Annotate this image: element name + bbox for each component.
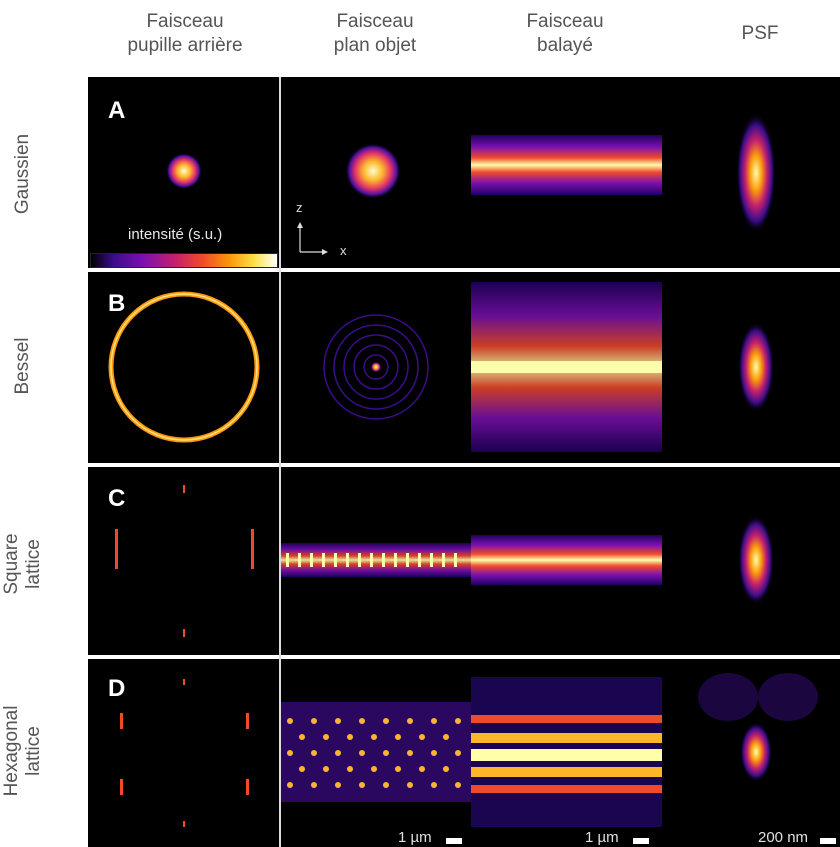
axis-label-x: x — [340, 243, 347, 258]
colorbar — [90, 253, 278, 268]
square-psf — [738, 515, 774, 605]
row-label-square-lattice: Square lattice — [1, 533, 44, 595]
square-object-dots — [286, 553, 457, 567]
row-label-gaussian: Gaussien — [12, 133, 33, 215]
row-separator-bc — [88, 463, 840, 467]
scalebar-scanned — [633, 838, 649, 844]
bessel-psf — [738, 322, 774, 412]
hexagonal-object-dots — [287, 718, 461, 788]
hexagonal-pupil-spots — [120, 679, 249, 827]
hexagonal-psf-sidelobe-left — [698, 673, 758, 721]
gaussian-psf — [736, 113, 776, 233]
colorbar-label: intensité (s.u.) — [128, 226, 223, 243]
row-label-hexagonal-lattice: Hexagonal lattice — [1, 705, 44, 797]
column-header-scanned: Faisceau balayé — [526, 11, 604, 56]
hexagonal-psf — [740, 722, 772, 782]
axes-arrows — [297, 222, 328, 255]
panel-letter-d: D — [108, 675, 126, 702]
hexagonal-psf-sidelobe-right — [758, 673, 818, 721]
figure-grid: A B C D — [88, 77, 840, 847]
column-header-pupil: Faisceau pupille arrière — [127, 11, 243, 56]
hexagonal-scanned-beam — [471, 677, 662, 827]
panel-letter-b: B — [108, 290, 126, 317]
scalebar-object — [446, 838, 462, 844]
row-a-panels — [166, 113, 776, 233]
row-label-bessel: Bessel — [12, 337, 33, 395]
figure-canvas — [108, 113, 818, 827]
scalebar-label-psf: 200 nm — [758, 829, 809, 846]
column-header-psf: PSF — [741, 23, 779, 44]
square-scanned-beam — [471, 535, 662, 585]
bessel-pupil-ring-core — [110, 293, 258, 441]
scalebar-label-scanned: 1 µm — [585, 829, 619, 846]
gaussian-object-spot — [345, 143, 401, 199]
bessel-object-rings — [323, 314, 429, 420]
axis-label-z: z — [296, 200, 303, 215]
row-c-panels — [115, 485, 774, 637]
scalebar-psf — [820, 838, 836, 844]
panel-letter-c: C — [108, 485, 126, 512]
panel-letter-a: A — [108, 97, 126, 124]
bessel-scanned-core — [471, 361, 662, 373]
row-b-panels — [108, 282, 774, 452]
row-separator-cd — [88, 655, 840, 659]
gaussian-pupil-spot — [166, 153, 202, 189]
bessel-object-center — [371, 362, 381, 372]
row-d-panels — [120, 673, 818, 827]
gaussian-scanned-beam — [471, 135, 662, 195]
scalebar-label-object: 1 µm — [398, 829, 432, 846]
row-separator-ab — [88, 268, 840, 272]
hexagonal-object-pattern — [280, 702, 471, 802]
column-header-object-plane: Faisceau plan objet — [333, 11, 417, 56]
square-pupil-spots — [115, 485, 254, 637]
column-separator — [279, 77, 281, 847]
